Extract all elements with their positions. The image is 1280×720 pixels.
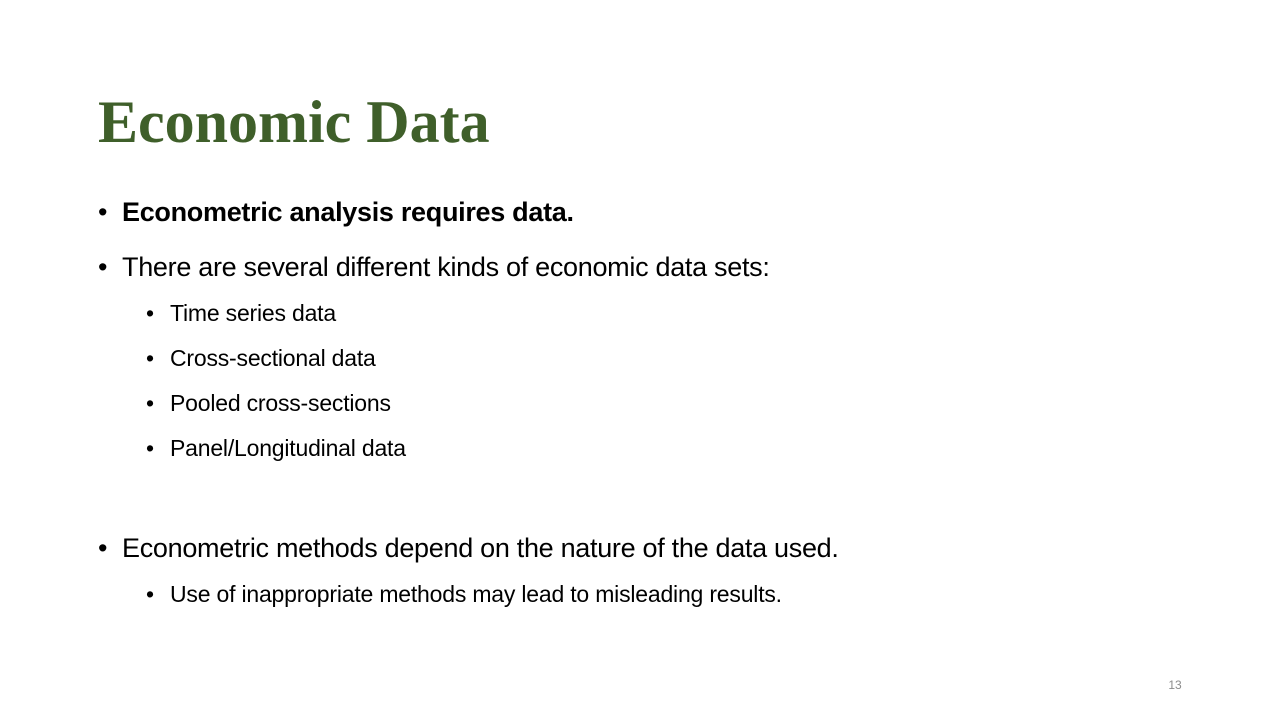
bullet-text: There are several different kinds of eco… bbox=[122, 252, 770, 282]
sub-bullet-text: Cross-sectional data bbox=[170, 345, 376, 371]
sub-bullet-text: Pooled cross-sections bbox=[170, 390, 391, 416]
sub-bullet-text: Use of inappropriate methods may lead to… bbox=[170, 581, 782, 607]
bullet-marker: • bbox=[98, 252, 108, 282]
bullet-text: Econometric analysis requires data. bbox=[122, 197, 574, 227]
bullet-marker: • bbox=[146, 581, 154, 607]
bullet-marker: • bbox=[146, 300, 154, 326]
bullet-marker: • bbox=[146, 345, 154, 371]
bullet-marker: • bbox=[98, 533, 108, 563]
sub-bullet-text: Time series data bbox=[170, 300, 336, 326]
bullet-marker: • bbox=[146, 435, 154, 461]
bullet-marker: • bbox=[98, 197, 108, 227]
page-number: 13 bbox=[1168, 678, 1182, 692]
bullet-marker: • bbox=[146, 390, 154, 416]
slide-title: Economic Data bbox=[98, 89, 490, 155]
sub-bullet-text: Panel/Longitudinal data bbox=[170, 435, 406, 461]
bullet-text: Econometric methods depend on the nature… bbox=[122, 533, 839, 563]
